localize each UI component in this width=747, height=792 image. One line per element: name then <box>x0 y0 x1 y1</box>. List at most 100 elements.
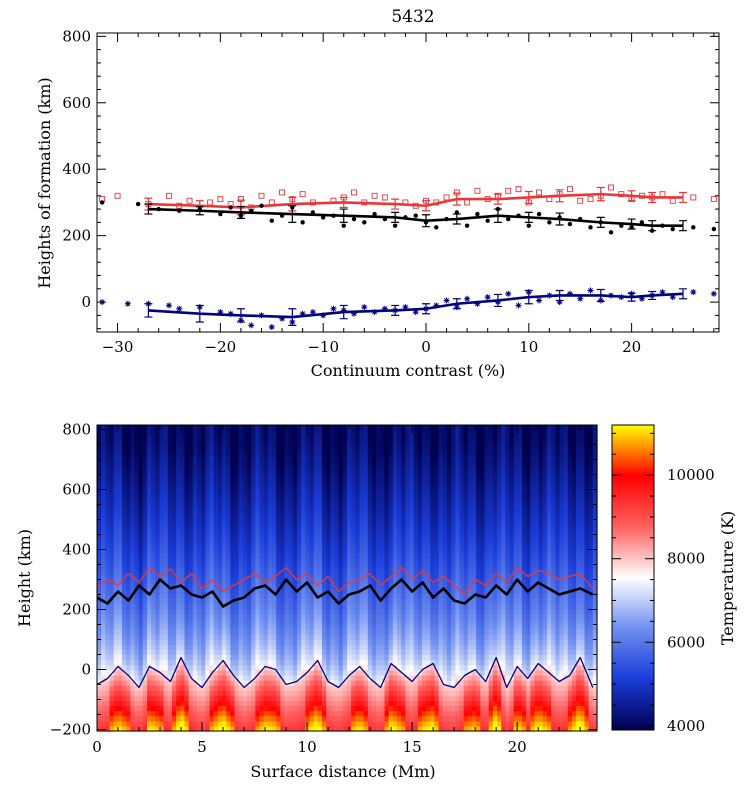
heatmap-cell <box>313 639 319 645</box>
heatmap-cell <box>338 476 344 482</box>
heatmap-cell <box>255 700 261 707</box>
heatmap-cell <box>405 496 411 503</box>
heatmap-cell <box>330 629 336 635</box>
heatmap-cell <box>322 511 327 518</box>
heatmap-cell <box>267 715 273 722</box>
heatmap-cell <box>105 685 111 691</box>
heatmap-cell <box>376 639 381 645</box>
heatmap-cell <box>338 649 344 656</box>
heatmap-cell <box>351 465 356 472</box>
heatmap-cell <box>267 578 273 584</box>
heatmap-cell <box>297 639 302 645</box>
heatmap-cell <box>259 654 265 661</box>
heatmap-cell <box>213 659 219 666</box>
heatmap-cell <box>101 465 106 472</box>
heatmap-cell <box>155 537 161 543</box>
heatmap-cell <box>363 425 369 431</box>
heatmap-cell <box>413 634 419 640</box>
heatmap-cell <box>101 618 106 625</box>
heatmap-cell <box>313 588 319 594</box>
heatmap-cell <box>222 511 227 518</box>
heatmap-cell <box>297 603 302 610</box>
heatmap-cell <box>317 460 323 467</box>
heatmap-cell <box>347 501 352 508</box>
heatmap-cell <box>151 537 156 543</box>
heatmap-cell <box>267 680 273 686</box>
heatmap-cell <box>376 501 381 508</box>
heatmap-cell <box>284 588 290 594</box>
heatmap-cell <box>109 639 115 645</box>
heatmap-cell <box>151 618 156 625</box>
heatmap-cell <box>109 542 115 548</box>
heatmap-cell <box>184 445 190 452</box>
heatmap-cell <box>147 511 152 518</box>
heatmap-cell <box>159 486 165 492</box>
heatmap-cell <box>263 501 269 508</box>
heatmap-cell <box>347 572 352 579</box>
heatmap-cell <box>347 695 352 701</box>
heatmap-cell <box>117 527 123 533</box>
heatmap-cell <box>172 527 177 533</box>
heatmap-cell <box>255 669 261 676</box>
heatmap-cell <box>217 695 223 701</box>
heatmap-cell <box>351 542 356 548</box>
heatmap-cell <box>242 572 248 579</box>
heatmap-cell <box>259 603 265 610</box>
heatmap-cell <box>197 425 202 431</box>
heatmap-cell <box>267 700 273 707</box>
heatmap-cell <box>155 572 161 579</box>
heatmap-cell <box>305 496 311 503</box>
heatmap-cell <box>97 578 102 584</box>
heatmap-cell <box>372 501 377 508</box>
heatmap-cell <box>130 572 136 579</box>
heatmap-cell <box>276 521 281 528</box>
heatmap-cell <box>342 450 348 457</box>
heatmap-cell <box>209 695 215 701</box>
heatmap-cell <box>347 557 352 564</box>
heatmap-cell <box>159 639 165 645</box>
heatmap-cell <box>138 552 144 559</box>
heatmap-cell <box>263 695 269 701</box>
heatmap-cell <box>167 511 173 518</box>
heatmap-cell <box>230 629 236 635</box>
heatmap-cell <box>297 669 302 676</box>
heatmap-cell <box>101 593 106 599</box>
heatmap-cell <box>230 578 236 584</box>
heatmap-cell <box>159 501 165 508</box>
heatmap-cell <box>184 521 190 528</box>
heatmap-cell <box>172 450 177 457</box>
heatmap-cell <box>113 491 119 497</box>
heatmap-cell <box>242 674 248 681</box>
heatmap-cell <box>380 425 386 431</box>
heatmap-cell <box>130 547 136 554</box>
heatmap-cell <box>342 654 348 661</box>
heatmap-cell <box>188 547 194 554</box>
heatmap-cell <box>367 481 373 487</box>
heatmap-cell <box>226 562 231 569</box>
heatmap-cell <box>355 465 361 472</box>
heatmap-cell <box>267 460 273 467</box>
heatmap-cell <box>155 634 161 640</box>
heatmap-cell <box>222 618 227 625</box>
heatmap-cell <box>217 506 223 513</box>
heatmap-cell <box>359 593 365 599</box>
heatmap-cell <box>126 578 131 584</box>
heatmap-cell <box>359 725 365 732</box>
heatmap-cell <box>180 634 186 640</box>
heatmap-cell <box>388 445 394 452</box>
heatmap-cell <box>413 440 419 446</box>
heatmap-cell <box>330 700 336 707</box>
heatmap-cell <box>130 588 136 594</box>
heatmap-cell <box>413 710 419 717</box>
heatmap-cell <box>205 690 211 696</box>
heatmap-cell <box>322 680 327 686</box>
heatmap-cell <box>242 720 248 727</box>
heatmap-cell <box>134 511 140 518</box>
heatmap-cell <box>255 598 261 605</box>
heatmap-cell <box>276 542 281 548</box>
heatmap-cell <box>313 537 319 543</box>
heatmap-cell <box>247 516 252 523</box>
heatmap-cell <box>397 537 402 543</box>
heatmap-cell <box>213 425 219 431</box>
heatmap-cell <box>122 511 127 518</box>
